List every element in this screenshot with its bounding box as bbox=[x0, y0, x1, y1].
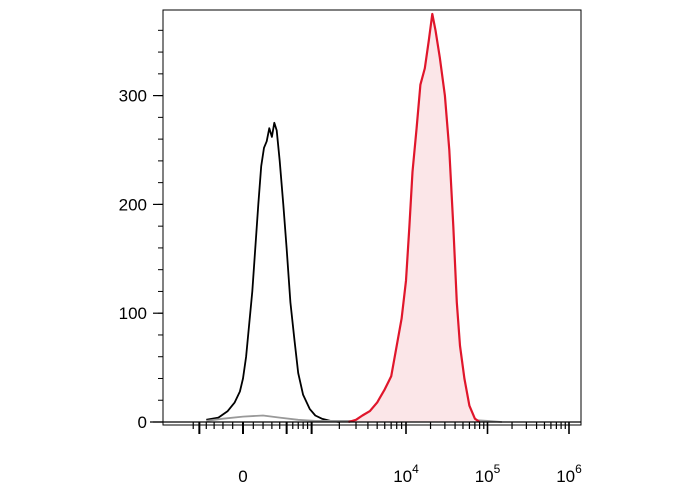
x-tick-label: 105 bbox=[475, 462, 501, 486]
x-tick-label: 104 bbox=[393, 462, 419, 486]
series-layer bbox=[206, 12, 502, 424]
x-tick-label: 106 bbox=[556, 462, 582, 486]
series-fill-2 bbox=[348, 14, 480, 422]
y-tick-label: 0 bbox=[138, 413, 147, 432]
axis-layer: 0 100 200 300 0 104 105 106 bbox=[119, 29, 582, 486]
series-line-0 bbox=[206, 121, 340, 423]
x-tick-label: 0 bbox=[238, 467, 247, 486]
y-tick-label: 200 bbox=[119, 195, 147, 214]
series-line-2 bbox=[348, 12, 481, 424]
y-tick-label: 100 bbox=[119, 304, 147, 323]
y-tick-label: 300 bbox=[119, 87, 147, 106]
plot-frame bbox=[162, 9, 582, 426]
